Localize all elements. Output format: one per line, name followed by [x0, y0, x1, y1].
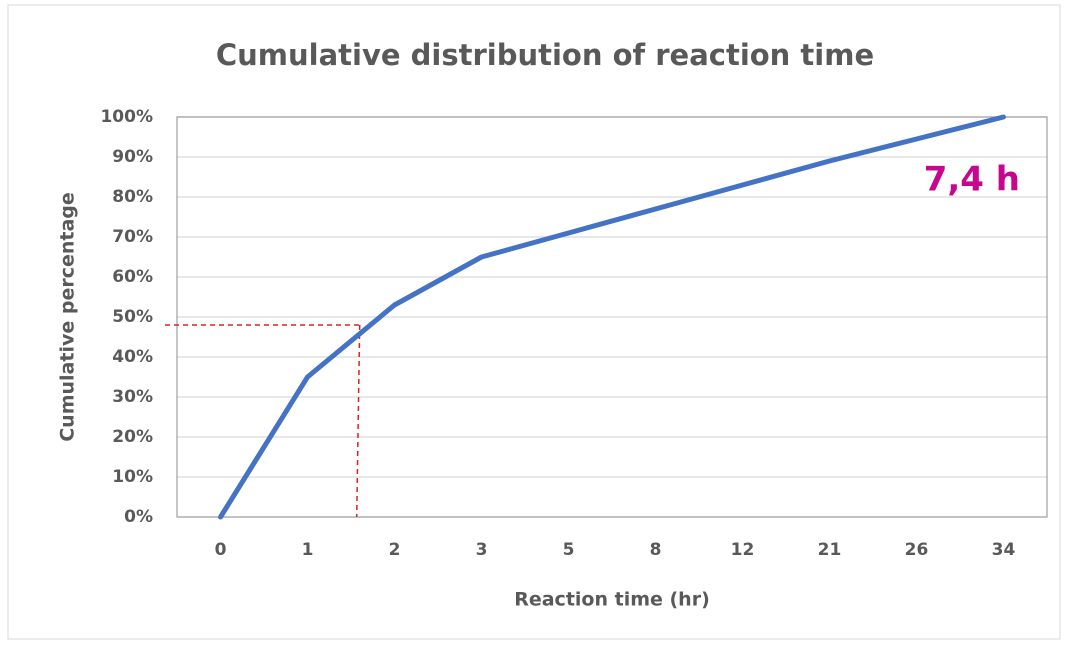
- y-tick-label: 0%: [124, 507, 153, 527]
- x-tick-label: 21: [818, 540, 842, 560]
- y-tick-label: 70%: [112, 227, 153, 247]
- y-tick-label: 50%: [112, 307, 153, 327]
- y-tick-label: 80%: [112, 187, 153, 207]
- y-tick-label: 10%: [112, 467, 153, 487]
- x-tick-label: 12: [731, 540, 755, 560]
- chart-title: Cumulative distribution of reaction time: [216, 38, 874, 72]
- y-tick-label: 20%: [112, 427, 153, 447]
- x-tick-label: 0: [215, 540, 227, 560]
- y-tick-label: 60%: [112, 267, 153, 287]
- y-tick-label: 40%: [112, 347, 153, 367]
- annotation: 7,4 h: [924, 160, 1020, 200]
- x-tick-label: 3: [476, 540, 488, 560]
- y-axis-title: Cumulative percentage: [57, 192, 79, 442]
- y-tick-label: 30%: [112, 387, 153, 407]
- y-tick-label: 90%: [112, 147, 153, 167]
- x-axis-title: Reaction time (hr): [514, 589, 710, 611]
- reference-line: [165, 324, 363, 518]
- chart-border: [7, 4, 1061, 640]
- x-tick-label: 2: [389, 540, 401, 560]
- x-tick-label: 26: [905, 540, 929, 560]
- x-tick-label: 1: [302, 540, 314, 560]
- x-tick-label: 5: [563, 540, 575, 560]
- data-line: [218, 114, 1006, 520]
- x-tick-label: 8: [650, 540, 662, 560]
- x-tick-label: 34: [992, 540, 1016, 560]
- y-tick-label: 100%: [100, 107, 153, 127]
- plot-border: [176, 116, 1048, 518]
